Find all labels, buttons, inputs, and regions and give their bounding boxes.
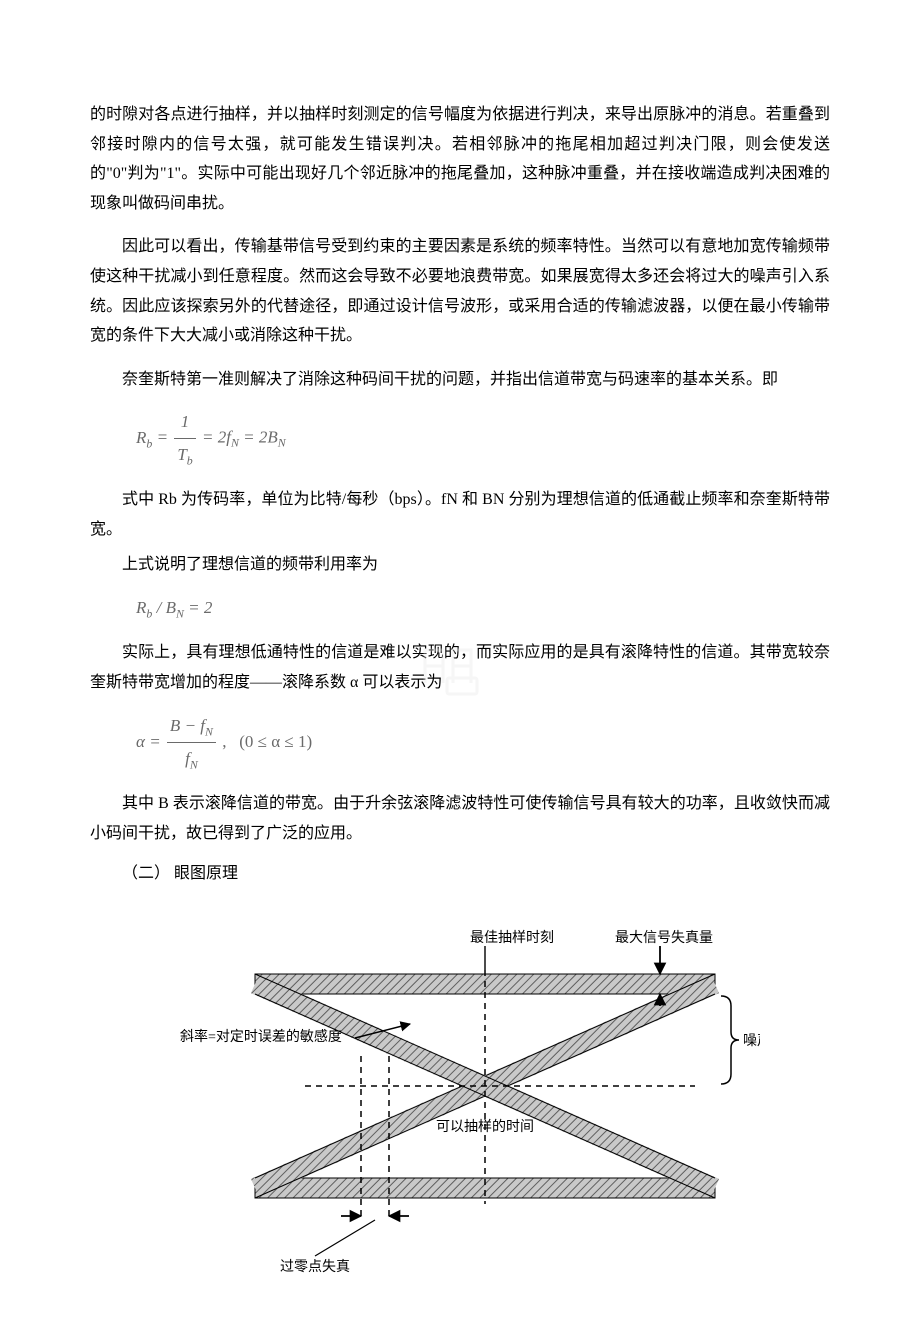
formula-rb: Rb = 1 Tb = 2fN = 2BN — [136, 406, 830, 471]
paragraph-6: 实际上，具有理想低通特性的信道是难以实现的，而实际应用的是具有滚降特性的信道。其… — [90, 638, 830, 697]
paragraph-3: 奈奎斯特第一准则解决了消除这种码间干扰的问题，并指出信道带宽与码速率的基本关系。… — [90, 365, 830, 395]
section-heading-2: （二） 眼图原理 — [90, 859, 830, 889]
formula-ratio: Rb / BN = 2 — [136, 592, 830, 624]
svg-text:过零点失真: 过零点失真 — [280, 1259, 350, 1275]
svg-text:最佳抽样时刻: 最佳抽样时刻 — [470, 930, 554, 946]
paragraph-1: 的时隙对各点进行抽样，并以抽样时刻测定的信号幅度为依据进行判决，来导出原脉冲的消… — [90, 100, 830, 218]
f1-frac: 1 Tb — [174, 406, 195, 471]
paragraph-7: 其中 B 表示滚降信道的带宽。由于升余弦滚降滤波特性可使传输信号具有较大的功率，… — [90, 789, 830, 848]
svg-text:噪声容限: 噪声容限 — [743, 1032, 760, 1049]
paragraph-4: 式中 Rb 为传码率，单位为比特/每秒（bps）。fN 和 BN 分别为理想信道… — [90, 485, 830, 544]
svg-text:可以抽样的时间: 可以抽样的时间 — [436, 1119, 534, 1135]
formula-alpha: α = B − fN fN , (0 ≤ α ≤ 1) — [136, 710, 830, 776]
paragraph-2: 因此可以看出，传输基带信号受到约束的主要因素是系统的频率特性。当然可以有意地加宽… — [90, 232, 830, 350]
paragraph-5: 上式说明了理想信道的频带利用率为 — [90, 550, 830, 580]
f1-lhs: Rb — [136, 428, 152, 447]
svg-text:斜率=对定时误差的敏感度: 斜率=对定时误差的敏感度 — [180, 1028, 342, 1045]
svg-text:最大信号失真量: 最大信号失真量 — [615, 930, 713, 946]
eye-diagram: 最佳抽样时刻 最大信号失真量斜率=对定时误差的敏感度 噪声容限可以抽样的时间过零点失… — [160, 906, 760, 1276]
